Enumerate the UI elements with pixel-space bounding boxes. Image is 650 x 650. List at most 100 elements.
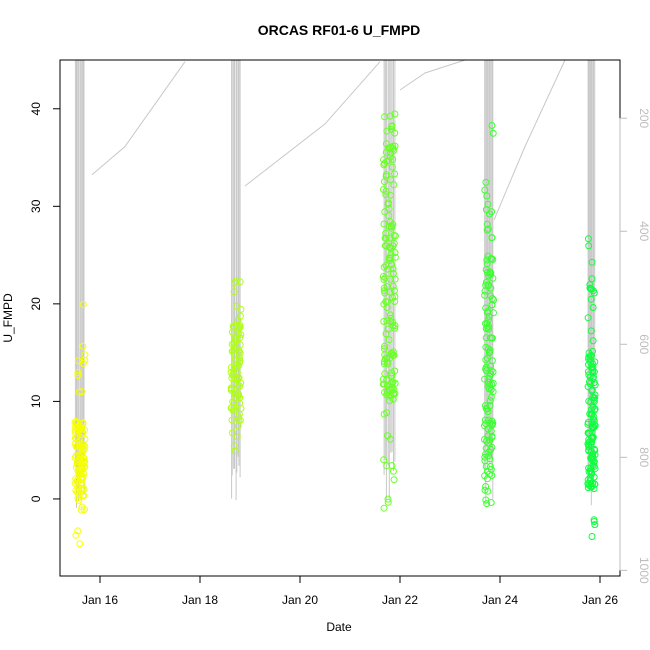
data-point — [584, 314, 592, 322]
data-point — [489, 368, 497, 376]
data-point — [388, 163, 396, 171]
data-point — [380, 504, 388, 512]
data-point — [588, 533, 596, 540]
data-point — [488, 432, 496, 440]
data-point — [79, 474, 87, 482]
x-axis: Jan 16 Jan 18 Jan 20 Jan 22 Jan 24 Jan 26 — [82, 575, 618, 607]
data-point — [482, 178, 490, 186]
y-tick-label: 0 — [29, 495, 43, 502]
data-point — [234, 422, 242, 430]
data-point — [487, 499, 495, 506]
data-point — [72, 452, 80, 460]
y-tick-label: 30 — [29, 199, 43, 213]
data-point — [381, 289, 389, 297]
data-point — [78, 460, 85, 468]
data-point — [481, 457, 489, 465]
data-point — [486, 348, 493, 356]
data-point — [76, 540, 84, 548]
data-point — [488, 421, 496, 428]
x-tick-label: Jan 20 — [282, 593, 318, 607]
data-point — [589, 337, 597, 345]
data-point — [482, 420, 490, 428]
data-point — [590, 445, 598, 453]
x-axis-label: Date — [326, 620, 352, 634]
data-point — [79, 301, 87, 308]
data-point — [386, 386, 394, 394]
data-point — [386, 311, 394, 319]
data-point — [587, 356, 594, 364]
right-tick-label: 200 — [637, 108, 650, 128]
data-point — [589, 423, 597, 431]
data-point — [389, 242, 397, 250]
right-tick-label: 600 — [637, 334, 650, 354]
data-point — [390, 231, 398, 239]
data-point — [488, 255, 496, 263]
data-point — [588, 387, 596, 395]
data-point — [391, 293, 399, 301]
data-point — [585, 349, 593, 357]
data-point — [487, 446, 495, 453]
data-point — [78, 481, 86, 489]
data-point — [389, 265, 397, 273]
data-point — [585, 371, 593, 379]
data-point — [74, 527, 82, 535]
data-point — [590, 420, 598, 428]
data-point — [385, 212, 393, 220]
data-point — [381, 160, 389, 167]
x-tick-label: Jan 24 — [482, 593, 518, 607]
data-point — [81, 443, 89, 451]
plot-frame — [59, 59, 621, 577]
data-point — [486, 380, 494, 388]
data-point — [380, 178, 388, 186]
data-point — [484, 439, 492, 447]
data-point — [382, 235, 390, 242]
data-point — [482, 365, 490, 373]
data-point — [81, 435, 89, 443]
data-point — [234, 413, 242, 421]
data-point — [380, 287, 388, 295]
data-point — [587, 351, 595, 359]
data-point — [383, 317, 391, 325]
data-point — [589, 287, 597, 295]
data-point — [391, 322, 399, 330]
data-point — [390, 181, 398, 189]
data-point — [73, 477, 81, 485]
data-point — [584, 235, 592, 243]
data-point — [585, 438, 593, 446]
data-point — [79, 492, 87, 499]
data-point — [387, 125, 395, 133]
data-point — [482, 343, 490, 351]
data-point — [386, 255, 394, 263]
data-point — [587, 327, 595, 335]
data-point — [585, 464, 593, 472]
pressure-transit — [91, 61, 186, 176]
data-point — [585, 242, 593, 250]
data-point — [388, 122, 396, 130]
data-point — [589, 304, 597, 311]
data-point — [591, 405, 599, 413]
data-point — [384, 265, 392, 273]
data-point — [488, 208, 495, 216]
data-point — [484, 307, 492, 315]
data-point — [380, 263, 388, 271]
data-point — [78, 463, 86, 471]
data-point — [590, 398, 598, 406]
data-point — [484, 200, 492, 208]
data-point — [588, 482, 596, 490]
data-point — [228, 416, 236, 424]
data-point — [585, 481, 593, 489]
data-point — [80, 470, 87, 477]
data-point — [590, 458, 598, 466]
data-point — [228, 429, 236, 437]
data-point — [77, 506, 85, 514]
data-point — [381, 342, 389, 350]
data-point — [489, 256, 497, 263]
data-point — [483, 260, 491, 268]
data-point — [391, 275, 399, 283]
data-point — [386, 397, 394, 405]
data-point — [80, 506, 88, 513]
data-point — [237, 405, 245, 412]
data-point — [391, 379, 399, 387]
data-point — [74, 369, 82, 376]
data-point — [483, 475, 491, 483]
